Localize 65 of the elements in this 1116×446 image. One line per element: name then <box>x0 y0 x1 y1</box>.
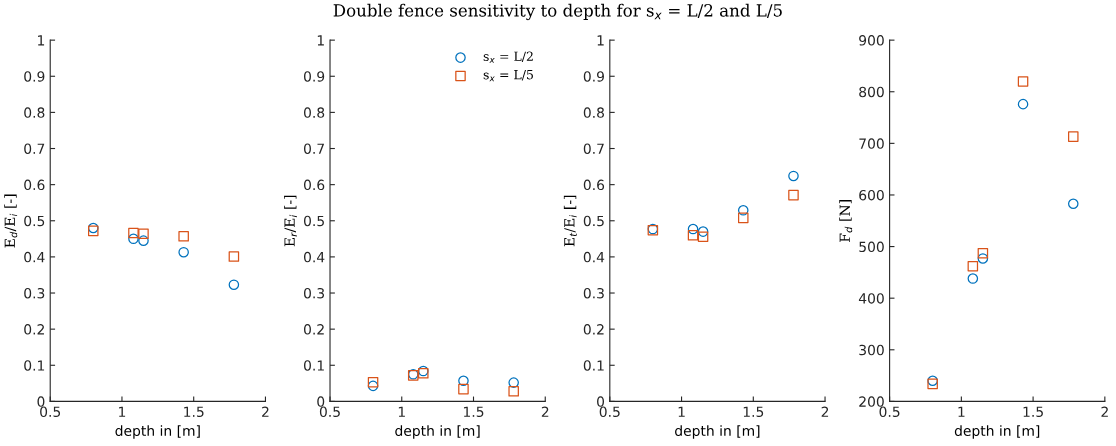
x-tick-label: 1.5 <box>1023 406 1043 418</box>
y-tick-label: 600 <box>859 189 884 201</box>
y-axis-title: E$_{r}$/E$_{i}$ [-] <box>284 195 297 247</box>
y-tick-label: 0.2 <box>583 324 604 335</box>
y-tick-label: 0.3 <box>303 287 325 299</box>
y-tick-label: 500 <box>859 241 884 253</box>
y-tick-label: 0.2 <box>303 324 324 335</box>
y-tick-label: 300 <box>859 344 884 356</box>
y-tick-label: 0.9 <box>583 71 604 82</box>
y-tick-label: 1 <box>317 35 324 46</box>
y-tick-label: 800 <box>859 86 884 98</box>
y-tick-label: 0.3 <box>24 287 45 299</box>
y-tick-label: 0.1 <box>303 360 324 371</box>
legend-label: s$_{x}$ = L/2 <box>483 51 533 63</box>
y-tick-label: 0.3 <box>583 287 604 299</box>
legend-label: s$_{x}$ = L/5 <box>483 70 533 82</box>
y-tick-label: 0.2 <box>24 324 44 335</box>
y-tick-label: 0.5 <box>24 215 45 227</box>
x-tick-label: 1.5 <box>463 406 484 418</box>
y-tick-label: 1 <box>38 35 45 46</box>
x-tick-label: 1 <box>398 406 405 417</box>
y-tick-label: 1 <box>597 35 604 46</box>
y-tick-label: 0.4 <box>583 251 605 263</box>
y-tick-label: 0.6 <box>303 179 325 191</box>
x-tick-label: 1 <box>119 406 126 417</box>
y-axis-title: E$_{d}$/E$_{i}$ [-] <box>4 194 18 248</box>
y-tick-label: 400 <box>858 293 884 304</box>
y-tick-label: 0.1 <box>24 360 45 371</box>
y-tick-label: 0 <box>37 396 45 407</box>
y-tick-label: 0.1 <box>583 360 604 371</box>
x-tick-label: 1 <box>678 406 685 417</box>
y-tick-label: 0.6 <box>583 179 605 191</box>
x-tick-label: 2 <box>541 406 549 417</box>
y-tick-label: 700 <box>859 138 884 149</box>
chart-title: Double fence sensitivity to depth for s$_{x}$ = L/2 and L/5 <box>333 3 782 21</box>
y-tick-label: 0.7 <box>303 143 324 154</box>
x-tick-label: 1.5 <box>743 406 764 418</box>
y-tick-label: 0 <box>597 396 605 407</box>
y-tick-label: 0.8 <box>24 107 45 118</box>
y-tick-label: 0.5 <box>583 215 604 227</box>
y-tick-label: 0.7 <box>24 143 45 154</box>
x-tick-label: 2 <box>821 406 829 417</box>
x-tick-label: 2 <box>1101 406 1108 417</box>
y-tick-label: 900 <box>859 35 884 46</box>
y-tick-label: 0.7 <box>583 143 604 154</box>
y-tick-label: 0.5 <box>303 215 324 227</box>
x-tick-label: 0.5 <box>879 406 900 418</box>
x-axis-title: depth in [m] <box>395 425 480 439</box>
y-tick-label: 200 <box>859 396 884 407</box>
x-tick-label: 1 <box>958 406 965 417</box>
y-axis-title: E$_{t}$/E$_{i}$ [-] <box>563 195 577 247</box>
y-tick-label: 0 <box>317 396 325 407</box>
y-axis-title: F$_{d}$ [N] <box>839 200 853 242</box>
y-tick-label: 0.9 <box>303 71 325 82</box>
y-tick-label: 0.6 <box>24 179 45 191</box>
y-tick-label: 0.4 <box>303 251 325 263</box>
x-axis-title: depth in [m] <box>954 425 1040 439</box>
y-tick-label: 0.8 <box>303 107 325 118</box>
x-axis-title: depth in [m] <box>675 425 760 439</box>
x-axis-title: depth in [m] <box>115 425 200 439</box>
x-tick-label: 1.5 <box>184 406 204 418</box>
y-tick-label: 0.4 <box>24 251 45 263</box>
y-tick-label: 0.8 <box>583 107 604 118</box>
y-tick-label: 0.9 <box>24 71 45 82</box>
x-tick-label: 2 <box>262 406 269 417</box>
